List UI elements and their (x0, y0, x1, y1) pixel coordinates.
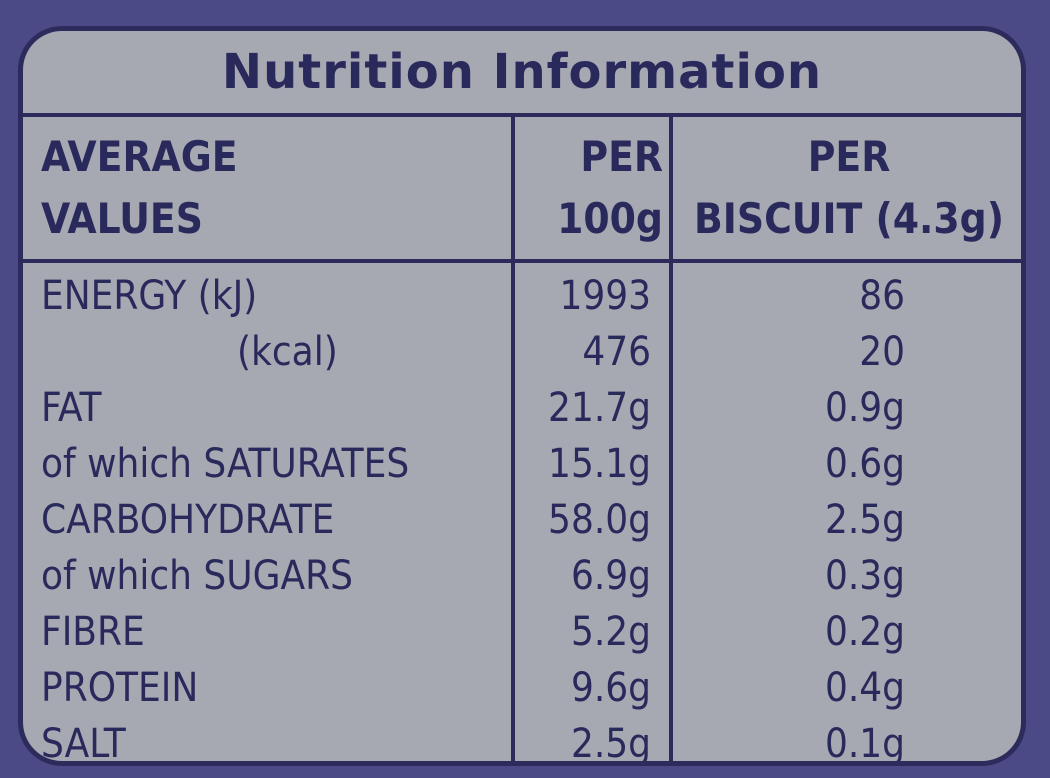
table-row: SALT 2.5g 0.1g (23, 717, 1021, 766)
nutrition-panel: Nutrition Information AVERAGE VALUES PER… (18, 26, 1026, 766)
column-divider-1 (511, 117, 515, 761)
per-100g-value: 6.9g (570, 553, 651, 599)
table-row: FAT 21.7g 0.9g (23, 381, 1021, 437)
title-divider (23, 113, 1021, 117)
nutrient-label: of which SUGARS (41, 553, 353, 599)
header-100g: 100g (557, 194, 663, 243)
table-row: (kcal) 476 20 (23, 325, 1021, 381)
nutrient-label: FIBRE (41, 609, 145, 655)
per-100g-value: 476 (582, 329, 651, 375)
per-biscuit-value: 0.4g (824, 665, 905, 711)
per-biscuit-value: 86 (859, 273, 905, 319)
table-row: PROTEIN 9.6g 0.4g (23, 661, 1021, 717)
column-divider-2 (669, 117, 673, 761)
nutrient-label: ENERGY (kJ) (41, 273, 258, 319)
per-biscuit-value: 2.5g (824, 497, 905, 543)
per-100g-value: 15.1g (548, 441, 651, 487)
per-biscuit-value: 0.6g (824, 441, 905, 487)
per-100g-value: 1993 (559, 273, 651, 319)
header-average: AVERAGE (41, 132, 238, 181)
nutrient-label: CARBOHYDRATE (41, 497, 335, 543)
per-biscuit-value: 0.2g (824, 609, 905, 655)
nutrient-label: FAT (41, 385, 102, 431)
nutrient-label: of which SATURATES (41, 441, 410, 487)
nutrition-rows: ENERGY (kJ) 1993 86 (kcal) 476 20 FAT 21.7g 0.9g… (23, 269, 1021, 766)
table-row: of which SUGARS 6.9g 0.3g (23, 549, 1021, 605)
header-values: VALUES (41, 194, 203, 243)
header-divider (23, 259, 1021, 263)
per-100g-value: 21.7g (548, 385, 651, 431)
nutrient-label: (kcal) (237, 329, 338, 375)
per-100g-value: 9.6g (570, 665, 651, 711)
per-biscuit-value: 20 (859, 329, 905, 375)
per-100g-value: 2.5g (570, 721, 651, 766)
per-biscuit-value: 0.9g (824, 385, 905, 431)
per-biscuit-value: 0.1g (824, 721, 905, 766)
table-row: of which SATURATES 15.1g 0.6g (23, 437, 1021, 493)
per-biscuit-value: 0.3g (824, 553, 905, 599)
nutrient-label: PROTEIN (41, 665, 199, 711)
table-row: CARBOHYDRATE 58.0g 2.5g (23, 493, 1021, 549)
table-row: ENERGY (kJ) 1993 86 (23, 269, 1021, 325)
per-100g-value: 5.2g (570, 609, 651, 655)
nutrient-label: SALT (41, 721, 126, 766)
nutrition-title: Nutrition Information (221, 44, 823, 100)
per-100g-value: 58.0g (548, 497, 651, 543)
table-row: FIBRE 5.2g 0.2g (23, 605, 1021, 661)
header-biscuit-weight: BISCUIT (4.3g) (694, 194, 1004, 243)
header-per-100: PER (580, 132, 663, 181)
header-per-biscuit: PER (807, 132, 891, 181)
